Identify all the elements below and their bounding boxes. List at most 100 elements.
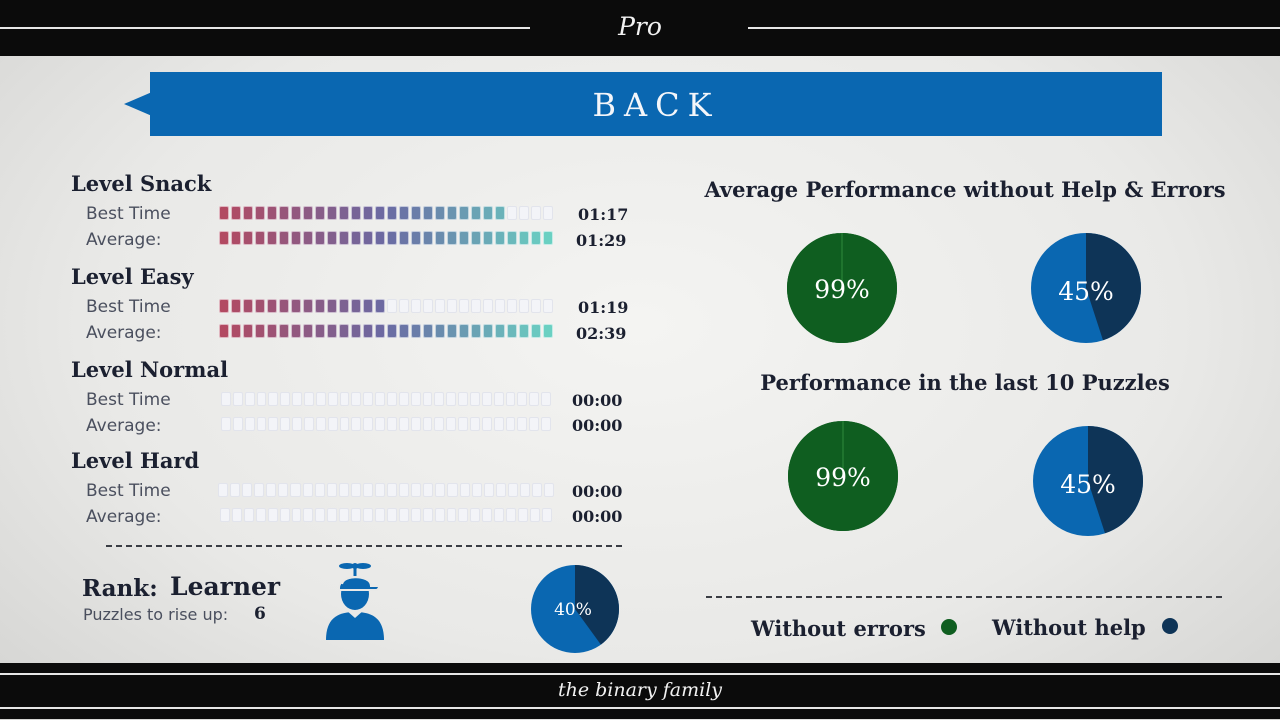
meter-segment [459, 231, 469, 245]
meter-segment [315, 392, 326, 406]
meter-segment [387, 483, 398, 497]
meter-segment [543, 231, 553, 245]
meter-segment [291, 206, 301, 220]
last10-help-pie: 45% [1033, 426, 1143, 536]
avg-help-pie: 45% [1031, 233, 1141, 343]
meter-segment [351, 417, 362, 431]
meter-segment [543, 324, 553, 338]
rise-label: Puzzles to rise up: [83, 605, 229, 624]
meter-segment [470, 417, 480, 431]
meter-segment [315, 417, 326, 431]
meter-segment [374, 508, 385, 522]
meter-segment [411, 299, 421, 313]
meter-segment [481, 417, 492, 431]
meter-segment [434, 508, 445, 522]
meter-segment [375, 417, 386, 431]
meter-segment [292, 392, 303, 406]
screen-title: Pro [618, 12, 662, 41]
meter-segment [221, 392, 231, 406]
meter-segment [279, 231, 289, 245]
meter-segment [459, 324, 469, 338]
meter-segment [447, 483, 458, 497]
meter-segment [471, 206, 481, 220]
meter-segment [471, 231, 481, 245]
rank-label: Rank: [82, 575, 158, 602]
meter-segment [399, 231, 409, 245]
meter-segment [519, 324, 529, 338]
meter-segment [375, 392, 386, 406]
meter-segment [279, 206, 289, 220]
meter-segment [219, 206, 229, 220]
meter-segment [304, 417, 314, 431]
meter-segment [459, 483, 470, 497]
level-snack-average-meter [219, 231, 553, 247]
back-arrow-icon[interactable] [124, 92, 152, 116]
meter-segment [543, 299, 553, 313]
meter-segment [351, 299, 361, 313]
meter-segment [494, 508, 505, 522]
meter-segment [327, 392, 338, 406]
meter-segment [529, 417, 540, 431]
meter-segment [435, 483, 446, 497]
rank-progress-pie: 40% [531, 565, 619, 653]
meter-segment [280, 417, 291, 431]
meter-segment [518, 508, 528, 522]
meter-segment [363, 231, 373, 245]
meter-segment [375, 483, 386, 497]
meter-segment [268, 417, 279, 431]
meter-segment [543, 206, 553, 220]
meter-segment [351, 206, 361, 220]
level-easy-best-meter [219, 299, 553, 315]
meter-segment [471, 324, 481, 338]
meter-segment [435, 231, 445, 245]
last10-errors-pie: 99% [788, 421, 898, 531]
back-button[interactable]: BACK [150, 72, 1162, 136]
meter-segment [495, 231, 505, 245]
avg-performance-title: Average Performance without Help & Error… [704, 177, 1226, 202]
meter-segment [302, 483, 313, 497]
meter-segment [387, 299, 397, 313]
meter-segment [434, 392, 445, 406]
meter-segment [398, 417, 409, 431]
meter-segment [218, 483, 229, 497]
right-divider [706, 596, 1222, 598]
meter-segment [435, 324, 445, 338]
legend-help-label: Without help [992, 615, 1146, 640]
last10-errors-pie-label: 99% [815, 463, 871, 492]
level-hard-best-label: Best Time [86, 481, 171, 501]
meter-segment [399, 206, 409, 220]
level-normal-average-time: 00:00 [572, 416, 623, 435]
level-snack-average-time: 01:29 [576, 231, 627, 250]
meter-segment [244, 417, 255, 431]
meter-segment [315, 231, 325, 245]
meter-segment [339, 417, 350, 431]
meter-segment [267, 206, 277, 220]
meter-segment [255, 508, 266, 522]
footer-text: the binary family [557, 679, 723, 701]
meter-segment [363, 508, 373, 522]
meter-segment [231, 231, 241, 245]
meter-segment [327, 324, 337, 338]
meter-segment [519, 231, 529, 245]
last10-performance-title: Performance in the last 10 Puzzles [760, 370, 1170, 395]
meter-segment [327, 299, 337, 313]
meter-segment [471, 299, 481, 313]
meter-segment [327, 231, 337, 245]
meter-segment [303, 231, 313, 245]
meter-segment [231, 299, 241, 313]
meter-segment [399, 483, 410, 497]
bottom-bar-bottom-rule [0, 707, 1280, 709]
meter-segment [279, 299, 289, 313]
meter-segment [387, 231, 397, 245]
meter-segment [505, 392, 516, 406]
meter-segment [447, 299, 457, 313]
meter-segment [221, 417, 231, 431]
legend-help-dot [1162, 618, 1178, 634]
meter-segment [483, 206, 493, 220]
meter-segment [459, 299, 469, 313]
meter-segment [350, 483, 361, 497]
last10-help-pie-label: 45% [1060, 470, 1116, 499]
meter-segment [232, 417, 243, 431]
meter-segment [268, 392, 279, 406]
level-normal-title: Level Normal [71, 357, 229, 382]
